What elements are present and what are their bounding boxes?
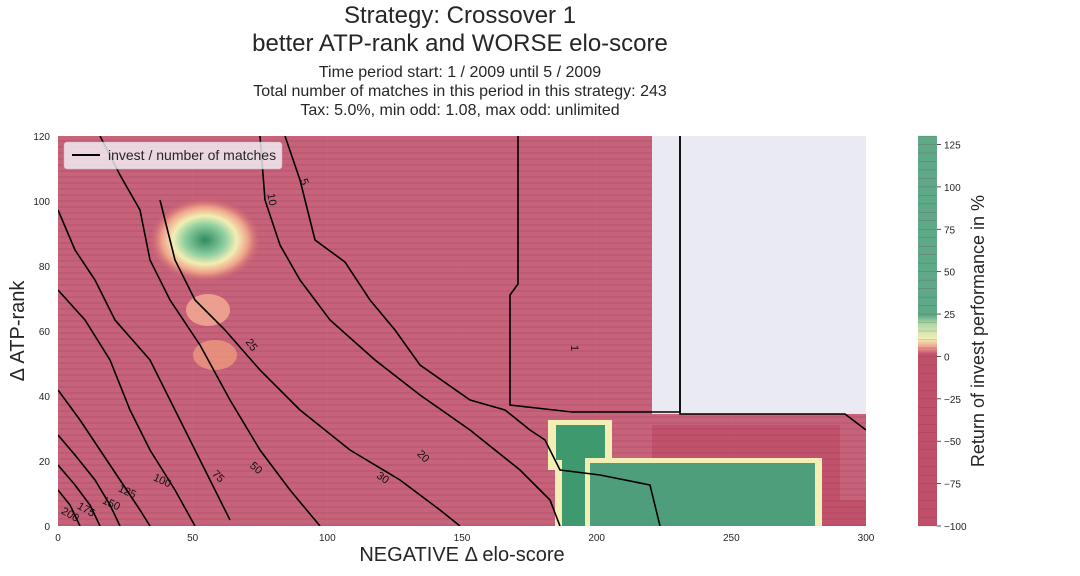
x-axis-ticks: 0 50 100 150 200 250 300	[55, 533, 875, 544]
contour-line-150	[58, 434, 121, 526]
colorbar-ticks: 125 100 75 50 25 0 −25 −50 −75 −100	[937, 140, 967, 533]
legend: invest / number of matches	[63, 141, 283, 170]
contour-line-1b	[679, 136, 866, 431]
contour-label-30: 30	[374, 470, 391, 487]
colorbar-tick-label: 25	[944, 310, 956, 321]
subtitle-line-2: Total number of matches in this period i…	[253, 83, 667, 100]
legend-entry: invest / number of matches	[108, 147, 276, 163]
contour-line-75	[58, 209, 231, 521]
y-tick-label: 60	[39, 327, 51, 338]
title-line-2: better ATP-rank and WORSE elo-score	[252, 30, 668, 57]
contour-line-50	[99, 136, 321, 526]
contour-line-175	[58, 464, 101, 526]
colorbar-tick-label: 0	[944, 352, 950, 363]
x-tick-label: 200	[588, 533, 605, 544]
contour-label-10: 10	[264, 192, 278, 206]
positive-region-center-inner	[556, 425, 605, 526]
contour-line-200	[58, 489, 81, 526]
no-data-region	[652, 136, 866, 414]
contour-lines	[58, 136, 866, 526]
subtitle-line-3: Tax: 5.0%, min odd: 1.08, max odd: unlim…	[300, 102, 620, 119]
contour-fill	[58, 136, 866, 526]
y-tick-label: 80	[39, 262, 51, 273]
colorbar: 125 100 75 50 25 0 −25 −50 −75 −100 Return of inv…	[918, 135, 988, 533]
y-tick-label: 120	[33, 132, 50, 143]
hotspot-island-2	[186, 294, 230, 326]
positive-region-right-inner	[590, 463, 815, 526]
y-tick-label: 40	[39, 392, 51, 403]
colorbar-tick-label: −100	[944, 522, 967, 533]
hotspot-island-3	[193, 340, 237, 370]
contour-line-100	[58, 289, 196, 526]
y-tick-label: 20	[39, 457, 51, 468]
colorbar-tick-label: −25	[944, 395, 961, 406]
contour-line-10	[259, 136, 561, 526]
chart-title: Strategy: Crossover 1 better ATP-rank an…	[0, 2, 920, 58]
x-tick-label: 150	[454, 533, 471, 544]
x-tick-label: 0	[55, 533, 61, 544]
contour-line-5	[284, 136, 661, 526]
contour-line-125	[58, 389, 151, 526]
hotspot-island	[147, 196, 263, 284]
subtitle-line-1: Time period start: 1 / 2009 until 5 / 20…	[318, 64, 602, 81]
contour-label-5: 5	[297, 177, 310, 187]
chart-subtitle: Time period start: 1 / 2009 until 5 / 20…	[0, 63, 920, 120]
contour-label-25: 25	[243, 337, 260, 354]
colorbar-tick-label: −75	[944, 480, 961, 491]
colorbar-tick-label: 125	[944, 140, 961, 151]
colorbar-tick-label: 50	[944, 268, 956, 279]
contour-label-1: 1	[568, 345, 580, 351]
colorbar-tick-label: 100	[944, 183, 961, 194]
y-axis-ticks: 0 20 40 60 80 100 120	[33, 132, 50, 533]
colorbar-label: Return of invest performance in %	[968, 195, 988, 467]
colorbar-gradient	[918, 136, 937, 526]
colorbar-tick-label: 75	[944, 225, 956, 236]
y-tick-label: 0	[44, 522, 50, 533]
y-axis-label: Δ ATP-rank	[7, 280, 29, 382]
y-tick-label: 100	[33, 197, 50, 208]
x-tick-label: 300	[858, 533, 875, 544]
x-tick-label: 100	[319, 533, 336, 544]
colorbar-lines	[918, 135, 937, 527]
title-line-1: Strategy: Crossover 1	[343, 2, 577, 29]
colorbar-tick-label: −50	[944, 437, 961, 448]
x-axis-label: NEGATIVE Δ elo-score	[359, 544, 564, 566]
contour-line-25	[159, 199, 461, 526]
x-tick-label: 250	[723, 533, 740, 544]
x-tick-label: 50	[187, 533, 199, 544]
